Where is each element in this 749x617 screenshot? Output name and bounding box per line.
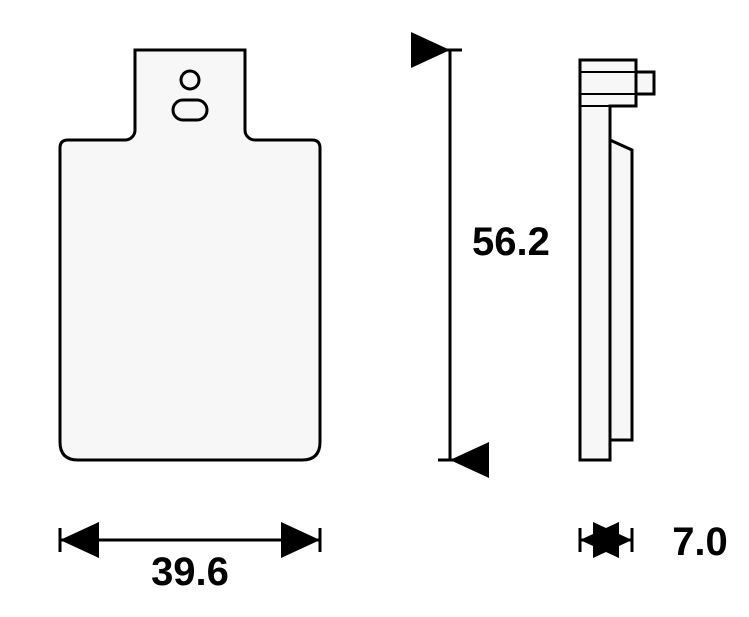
front-view [60, 50, 320, 460]
technical-drawing: 56.2 39.6 7.0 [0, 0, 749, 617]
width-dimension-label: 39.6 [151, 550, 229, 594]
side-profile [580, 60, 636, 460]
thickness-dimension-label: 7.0 [672, 520, 728, 564]
brake-pad-outline [60, 50, 320, 460]
side-pin [636, 72, 654, 94]
side-view [580, 60, 654, 460]
height-dimension-label: 56.2 [472, 220, 550, 264]
